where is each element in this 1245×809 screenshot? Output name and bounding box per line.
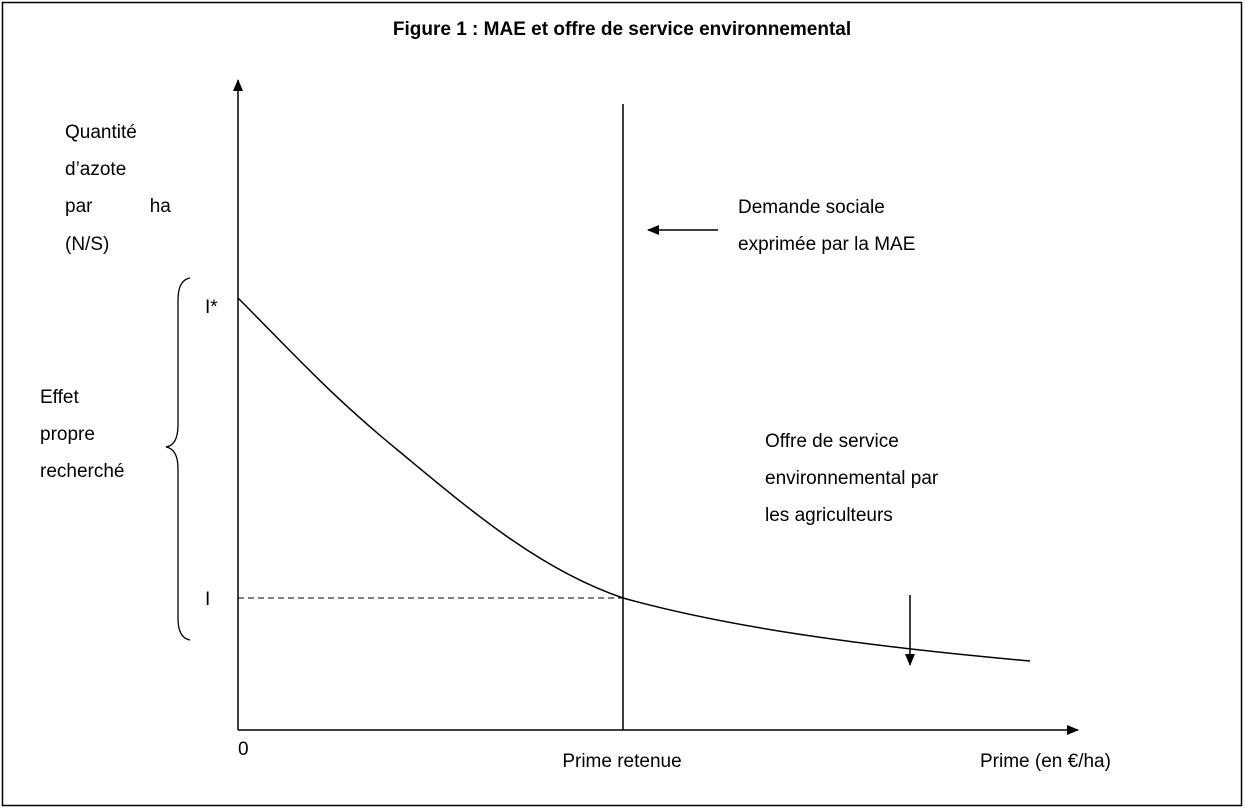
demand-label: exprimée par la MAE — [738, 234, 915, 255]
brace-label: Effet — [40, 387, 79, 408]
origin-label: 0 — [238, 739, 249, 760]
y-axis-label: (N/S) — [65, 234, 109, 255]
y-axis-label: Quantité — [65, 122, 137, 143]
brace-label: propre — [40, 424, 95, 445]
demand-label: Demande sociale — [738, 197, 885, 218]
y-mark: I — [205, 589, 210, 610]
y-mark: I* — [205, 297, 218, 318]
y-axis-label: d’azote — [65, 159, 126, 180]
y-axis-label: par ha — [65, 196, 171, 217]
supply-label: environnemental par — [765, 468, 939, 489]
title: Figure 1 : MAE et offre de service envir… — [393, 19, 851, 40]
brace — [165, 277, 191, 641]
supply-label: Offre de service — [765, 431, 899, 452]
x-mark-label: Prime retenue — [562, 751, 681, 772]
brace-label: recherché — [40, 461, 125, 482]
supply-label: les agriculteurs — [765, 505, 893, 526]
x-axis-label: Prime (en €/ha) — [980, 751, 1111, 772]
supply-curve — [237, 297, 1031, 662]
